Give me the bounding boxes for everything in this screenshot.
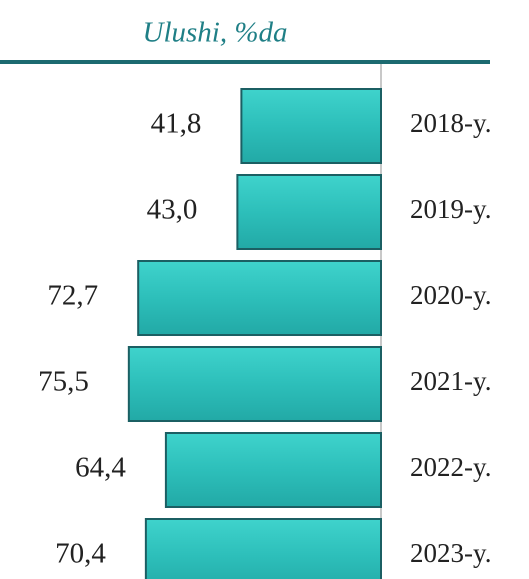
chart-title: Ulushi, %da <box>143 17 288 49</box>
value-label: 75,5 <box>38 366 89 398</box>
category-label: 2018-y. <box>410 108 492 138</box>
bar <box>240 88 382 164</box>
value-label: 43,0 <box>147 194 198 226</box>
category-label: 2020-y. <box>410 280 492 310</box>
value-label: 41,8 <box>151 108 202 140</box>
category-label: 2019-y. <box>410 194 492 224</box>
value-label: 70,4 <box>55 538 106 570</box>
value-label: 72,7 <box>47 280 98 312</box>
category-label: 2021-y. <box>410 366 492 396</box>
bar <box>127 346 382 422</box>
category-label: 2023-y. <box>410 538 492 568</box>
bar <box>137 260 382 336</box>
bar <box>164 432 382 508</box>
value-label: 64,4 <box>75 452 126 484</box>
bar <box>144 518 382 579</box>
category-label: 2022-y. <box>410 452 492 482</box>
bar <box>236 174 382 250</box>
